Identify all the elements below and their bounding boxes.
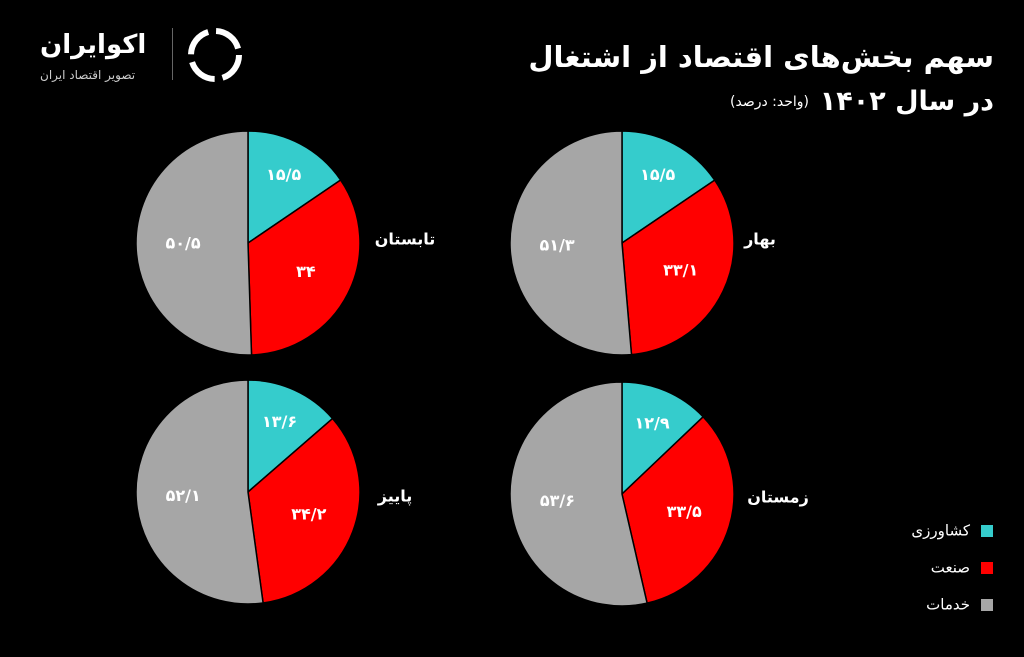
legend-label: صنعت bbox=[931, 559, 970, 577]
value-label: ۳۳/۱ bbox=[663, 260, 698, 279]
pie-slice bbox=[509, 130, 633, 356]
logo-icon bbox=[188, 28, 242, 82]
logo-name: اکوایران bbox=[40, 30, 147, 60]
pie-slice bbox=[621, 130, 716, 245]
subtitle: در سال ۱۴۰۲ bbox=[819, 86, 994, 117]
pie-slice bbox=[509, 381, 649, 607]
pie-slice bbox=[621, 415, 735, 605]
pie-slice bbox=[621, 179, 735, 356]
value-label: ۵۰/۵ bbox=[165, 234, 200, 253]
pie-title: بهار bbox=[743, 230, 776, 249]
pie-slice bbox=[247, 417, 361, 604]
value-label: ۱۵/۵ bbox=[266, 165, 301, 184]
pie-slice bbox=[247, 379, 334, 494]
legend-swatch bbox=[981, 525, 993, 537]
value-label: ۵۱/۳ bbox=[540, 235, 575, 254]
logo-divider bbox=[172, 28, 173, 80]
value-label: ۱۵/۵ bbox=[640, 165, 675, 184]
pie-title: تابستان bbox=[375, 230, 436, 249]
value-label: ۵۳/۶ bbox=[540, 491, 575, 510]
pie-slice bbox=[135, 379, 264, 605]
value-label: ۱۳/۶ bbox=[262, 412, 297, 431]
title: سهم بخش‌های اقتصاد از اشتغال bbox=[528, 40, 994, 74]
pie-title: زمستان bbox=[747, 488, 809, 507]
legend-label: کشاورزی bbox=[911, 522, 970, 540]
pie-slice bbox=[247, 179, 361, 356]
unit: (واحد: درصد) bbox=[730, 94, 809, 110]
value-label: ۳۴/۲ bbox=[291, 504, 326, 523]
value-label: ۱۲/۹ bbox=[634, 414, 669, 433]
value-label: ۳۴ bbox=[296, 262, 316, 281]
value-label: ۳۳/۵ bbox=[667, 502, 702, 521]
legend-swatch bbox=[981, 599, 993, 611]
pie-title: پاییز bbox=[377, 487, 413, 507]
pie-slice bbox=[135, 130, 253, 356]
legend-label: خدمات bbox=[926, 596, 970, 614]
pie-slice bbox=[621, 381, 705, 496]
logo-tagline: تصویر اقتصاد ایران bbox=[40, 68, 136, 82]
legend-swatch bbox=[981, 562, 993, 574]
value-label: ۵۲/۱ bbox=[166, 486, 201, 505]
pie-slice bbox=[247, 130, 342, 245]
